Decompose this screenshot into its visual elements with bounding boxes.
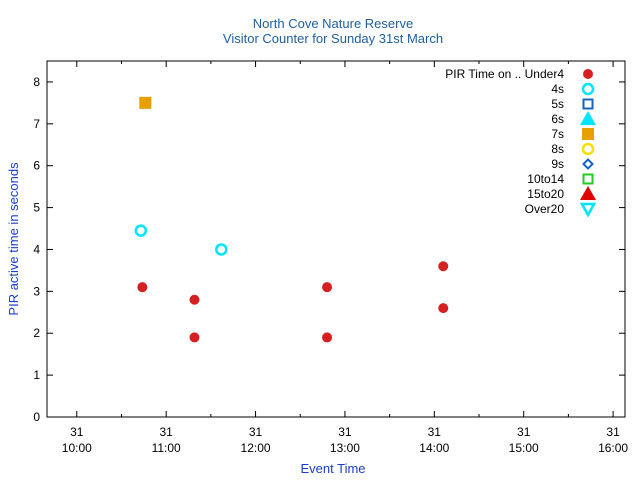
x-tick-date: 31 <box>428 425 442 439</box>
point-7s <box>139 96 152 109</box>
point-under4 <box>322 282 333 293</box>
y-tick-label: 2 <box>33 326 40 340</box>
y-tick-label: 7 <box>33 117 40 131</box>
y-tick-label: 4 <box>33 242 40 256</box>
point-under4 <box>137 282 148 293</box>
x-tick-time: 14:00 <box>419 441 449 455</box>
point-under4 <box>189 332 200 343</box>
legend-marker <box>581 142 595 156</box>
y-tick-label: 3 <box>33 284 40 298</box>
legend-label: PIR Time on .. Under4 <box>445 67 564 81</box>
y-tick-label: 5 <box>33 201 40 215</box>
y-tick-label: 8 <box>33 75 40 89</box>
legend-marker <box>580 186 596 200</box>
x-tick-time: 13:00 <box>330 441 360 455</box>
legend-series-name: 9s <box>551 157 564 171</box>
legend-title: PIR Time on .. <box>445 67 521 81</box>
legend-series-name: 10to14 <box>527 172 564 186</box>
legend-marker <box>580 111 596 125</box>
axis-ticks <box>47 61 625 418</box>
legend-label: 9s <box>551 157 564 171</box>
x-tick-time: 12:00 <box>241 441 271 455</box>
point-4s <box>134 224 148 237</box>
legend-marker <box>582 98 594 110</box>
x-tick-date: 31 <box>338 425 352 439</box>
legend-marker <box>579 202 597 218</box>
x-tick-date: 31 <box>249 425 263 439</box>
point-under4 <box>438 303 449 314</box>
x-tick-date: 31 <box>70 425 84 439</box>
x-tick-date: 31 <box>517 425 531 439</box>
x-tick-time: 16:00 <box>598 441 628 455</box>
legend: PIR Time on .. Under44s5s6s7s8s9s10to141… <box>445 67 597 218</box>
legend-label: Over20 <box>525 202 565 216</box>
y-tick-label: 0 <box>33 410 40 424</box>
legend-marker <box>582 173 594 185</box>
legend-marker <box>582 128 594 140</box>
point-under4 <box>322 332 333 343</box>
legend-series-name: 7s <box>551 127 564 141</box>
y-axis-label: PIR active time in seconds <box>6 162 21 316</box>
legend-label: 5s <box>551 97 564 111</box>
legend-label: 7s <box>551 127 564 141</box>
data-points <box>134 96 449 343</box>
chart-subtitle: Visitor Counter for Sunday 31st March <box>223 31 443 46</box>
x-tick-time: 10:00 <box>62 441 92 455</box>
x-axis-label: Event Time <box>300 461 365 476</box>
legend-series-name: 5s <box>551 97 564 111</box>
point-under4 <box>189 294 200 305</box>
chart-title: North Cove Nature Reserve <box>253 16 413 31</box>
legend-series-name: Over20 <box>525 202 565 216</box>
point-4s <box>215 243 228 256</box>
legend-series-name: 6s <box>551 112 564 126</box>
legend-label: 15to20 <box>527 187 564 201</box>
legend-label: 6s <box>551 112 564 126</box>
legend-series-name: 8s <box>551 142 564 156</box>
legend-marker <box>583 69 593 79</box>
legend-series-name: Under4 <box>525 67 565 81</box>
legend-label: 8s <box>551 142 564 156</box>
legend-label: 10to14 <box>527 172 564 186</box>
y-tick-label: 1 <box>33 368 40 382</box>
x-tick-time: 11:00 <box>152 441 181 455</box>
point-under4 <box>438 261 449 272</box>
legend-marker <box>582 158 594 170</box>
legend-label: 4s <box>551 82 564 96</box>
plot-frame <box>46 60 626 418</box>
legend-series-name: 4s <box>551 82 564 96</box>
y-tick-labels: 0 1 2 3 4 5 6 7 8 <box>33 75 40 424</box>
x-tick-date: 31 <box>159 425 173 439</box>
y-tick-label: 6 <box>33 159 40 173</box>
legend-marker <box>581 82 595 96</box>
x-tick-date: 31 <box>606 425 620 439</box>
legend-series-name: 15to20 <box>527 187 564 201</box>
x-tick-time: 15:00 <box>509 441 539 455</box>
x-tick-labels: 31 10:00 31 11:00 31 12:00 31 13:00 31 14:00 31 15:… <box>62 425 629 455</box>
